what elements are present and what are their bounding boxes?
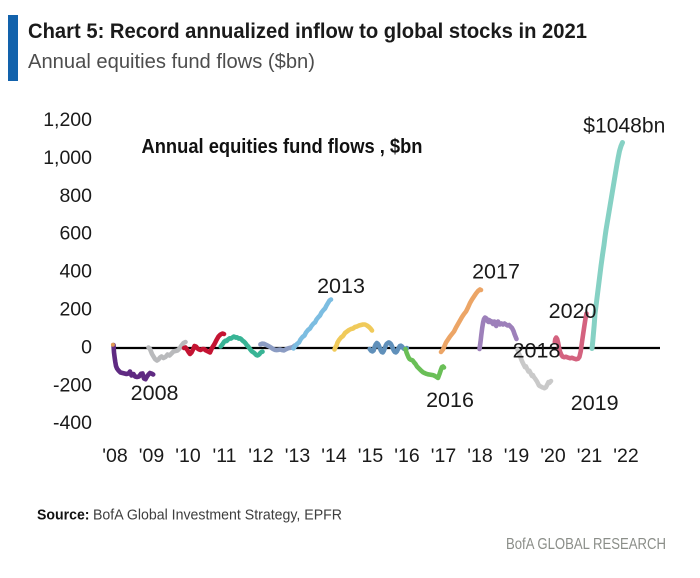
svg-text:BofA GLOBAL RESEARCH: BofA GLOBAL RESEARCH: [506, 536, 666, 553]
svg-text:'08: '08: [102, 445, 127, 467]
svg-text:200: 200: [59, 299, 92, 321]
svg-text:2016: 2016: [426, 388, 474, 412]
svg-text:'11: '11: [213, 445, 237, 467]
svg-text:Chart 5: Record annualized inf: Chart 5: Record annualized inflow to glo…: [28, 19, 587, 43]
svg-text:'12: '12: [248, 445, 273, 467]
svg-text:'13: '13: [285, 445, 310, 467]
svg-text:2020: 2020: [549, 299, 597, 323]
svg-text:2008: 2008: [131, 381, 179, 405]
svg-text:2017: 2017: [472, 259, 520, 283]
svg-text:'14: '14: [321, 445, 347, 467]
svg-text:'18: '18: [467, 445, 492, 467]
svg-text:-200: -200: [53, 374, 92, 396]
svg-text:600: 600: [59, 223, 92, 245]
svg-text:0: 0: [81, 336, 92, 358]
svg-text:1,000: 1,000: [43, 147, 92, 169]
svg-text:'19: '19: [504, 445, 529, 467]
svg-text:-400: -400: [53, 412, 92, 434]
svg-text:Annual equities fund flows ($b: Annual equities fund flows ($bn): [28, 50, 315, 73]
svg-text:'20: '20: [540, 445, 566, 467]
svg-text:2013: 2013: [317, 274, 365, 298]
svg-text:Annual equities fund flows , $: Annual equities fund flows , $bn: [142, 136, 423, 158]
svg-text:1,200: 1,200: [43, 109, 92, 131]
svg-text:400: 400: [59, 261, 92, 283]
svg-text:Source:: Source:: [37, 507, 90, 524]
svg-text:2018: 2018: [513, 339, 561, 363]
svg-text:'16: '16: [394, 445, 419, 467]
svg-text:BofA Global Investment Strateg: BofA Global Investment Strategy, EPFR: [93, 507, 342, 524]
svg-text:'17: '17: [431, 445, 456, 467]
svg-text:800: 800: [59, 185, 92, 207]
svg-text:$1048bn: $1048bn: [583, 114, 665, 138]
svg-text:2019: 2019: [571, 391, 619, 415]
svg-text:'22: '22: [613, 445, 638, 467]
svg-text:'09: '09: [139, 445, 164, 467]
svg-text:'21: '21: [577, 445, 602, 467]
svg-text:'15: '15: [358, 445, 384, 467]
svg-text:'10: '10: [175, 445, 201, 467]
